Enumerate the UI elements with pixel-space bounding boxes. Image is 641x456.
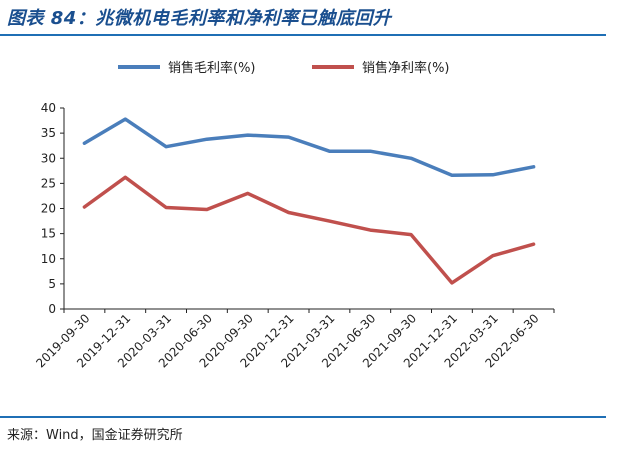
- legend-label: 销售净利率(%): [362, 60, 450, 76]
- y-tick-label: 35: [41, 126, 56, 140]
- series-line-net-margin: [82, 175, 536, 285]
- x-axis: 2019-09-302019-12-312020-03-312020-06-30…: [33, 308, 555, 370]
- y-tick-label: 20: [41, 202, 56, 216]
- chart-title: 图表 84：兆微机电毛利率和净利率已触底回升: [7, 8, 392, 29]
- y-tick-label: 15: [41, 227, 56, 241]
- title-divider: [0, 34, 606, 36]
- source-note: 来源：Wind，国金证券研究所: [7, 428, 183, 443]
- y-axis: 0 5 10 15 20 25 30 35 40: [41, 101, 65, 316]
- series-lines: [82, 117, 536, 285]
- y-tick-label: 5: [48, 277, 56, 291]
- y-tick-label: 25: [41, 176, 56, 190]
- y-tick-label: 30: [41, 151, 56, 165]
- y-tick-label: 40: [41, 101, 56, 115]
- series-line-gross-margin: [82, 117, 536, 178]
- legend-label: 销售毛利率(%): [168, 60, 256, 76]
- y-tick-label: 10: [41, 252, 56, 266]
- y-tick-label: 0: [48, 302, 56, 316]
- footer-divider: [0, 416, 606, 418]
- legend: 销售毛利率(%) 销售净利率(%): [118, 60, 450, 76]
